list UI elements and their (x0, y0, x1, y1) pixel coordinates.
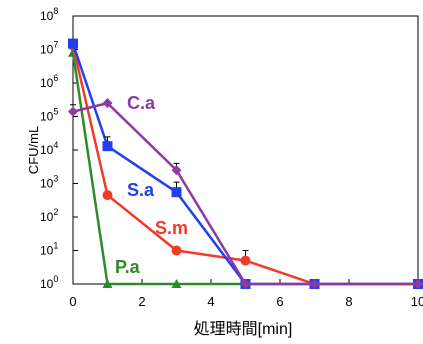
data-point-sm (102, 190, 113, 201)
y-tick-label: 108 (40, 6, 58, 23)
x-tick-label: 6 (276, 294, 283, 309)
data-point-sm (240, 255, 251, 266)
x-tick-label: 8 (345, 294, 352, 309)
data-point-sa (68, 38, 78, 49)
data-point-ca (309, 279, 320, 289)
data-point-ca (68, 106, 78, 117)
x-axis-label: 処理時間[min] (194, 320, 293, 338)
series-label-ca: C.a (127, 93, 156, 113)
series-labels: C.a S.aS.m P.a (115, 93, 188, 277)
x-tick-label: 4 (207, 294, 214, 309)
series-label-sm: S.m (155, 218, 188, 238)
series-sm (68, 40, 423, 289)
data-point-pa (102, 279, 113, 288)
x-tick-labels: 0 2 4 6 8 10 (69, 294, 423, 309)
data-point-ca (102, 98, 113, 109)
data-point-sa (102, 141, 113, 152)
series-line (71, 45, 418, 286)
series-pa (68, 47, 251, 288)
data-point-ca (240, 279, 251, 289)
data-point-ca (171, 165, 182, 176)
y-tick-label: 101 (40, 241, 58, 258)
data-point-sa (171, 187, 182, 198)
series-label-sa: S.a (127, 180, 155, 200)
y-tick-labels: 100 101 102 103 104 105 106 107 108 (40, 6, 58, 291)
data-point-sm (171, 245, 182, 256)
series-ca (68, 98, 423, 289)
series-label-pa: P.a (115, 257, 141, 277)
axis-ticks (72, 15, 419, 285)
series-line (72, 101, 418, 286)
x-tick-label: 2 (138, 294, 145, 309)
y-tick-label: 107 (40, 40, 58, 57)
data-point-pa (171, 279, 182, 288)
y-tick-label: 103 (40, 174, 58, 191)
series-layer (68, 38, 423, 289)
data-point-ca (413, 279, 423, 289)
x-tick-label: 10 (411, 294, 423, 309)
series-line (71, 43, 418, 286)
y-tick-label: 105 (40, 107, 58, 124)
series-line (71, 52, 246, 286)
y-tick-label: 106 (40, 73, 58, 90)
y-tick-label: 100 (40, 274, 58, 291)
y-tick-label: 102 (40, 207, 58, 224)
x-tick-label: 0 (69, 294, 76, 309)
y-tick-label: 104 (40, 140, 58, 157)
y-axis-label: CFU/mL (26, 126, 41, 174)
plot-area-frame (72, 15, 419, 285)
